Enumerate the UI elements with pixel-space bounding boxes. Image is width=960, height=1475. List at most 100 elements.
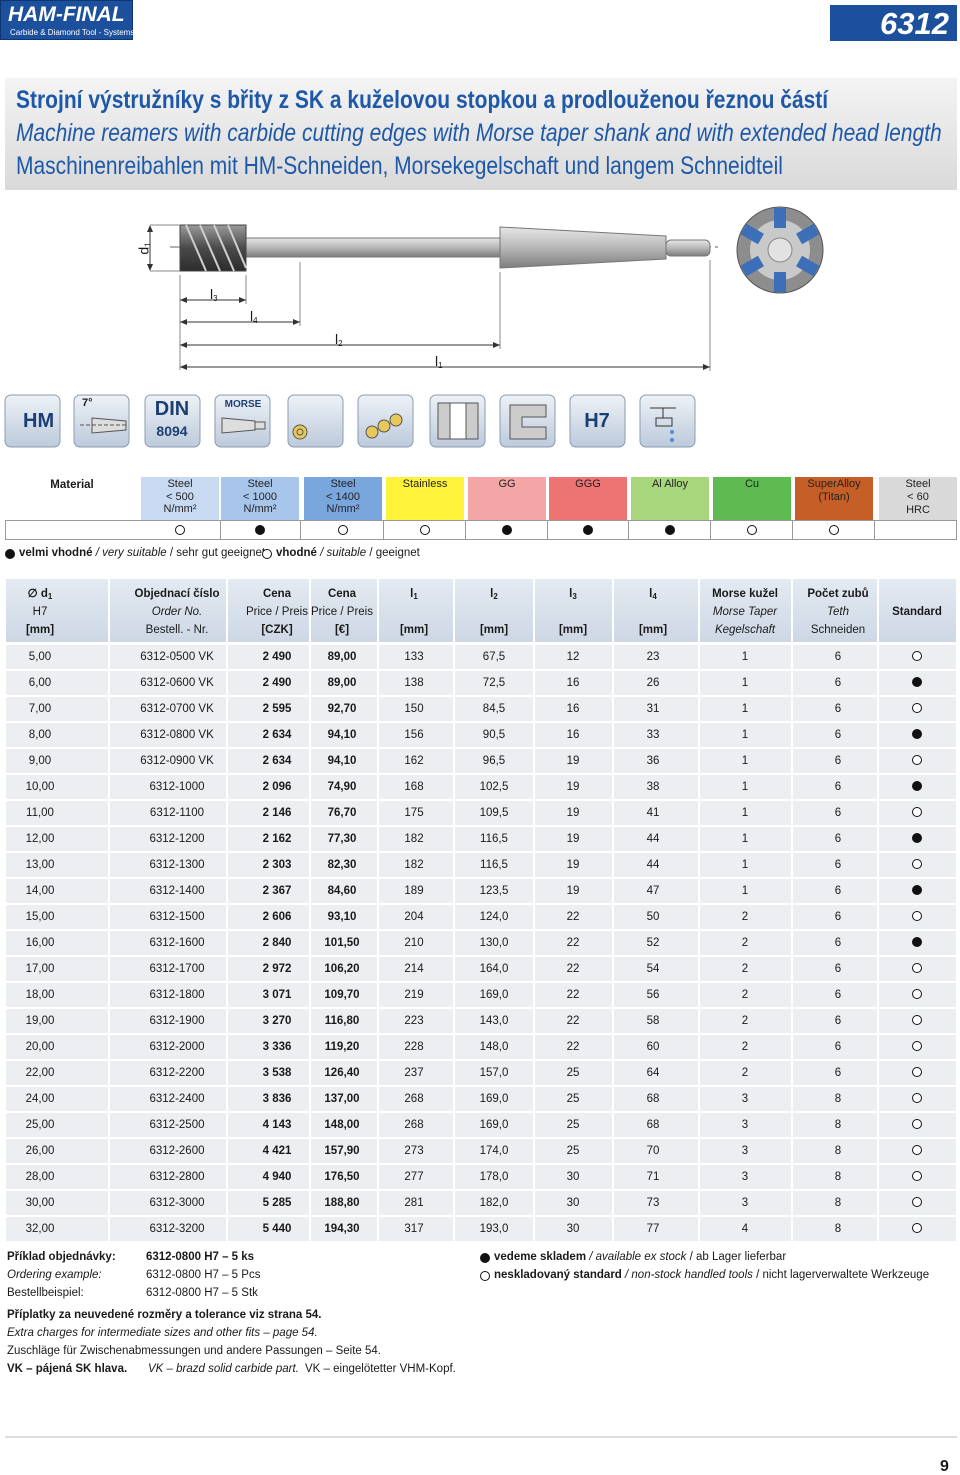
cell-text: 268 [404, 1119, 424, 1131]
table-cell [379, 1035, 453, 1059]
table-cell [310, 749, 377, 773]
table-cell [228, 775, 309, 799]
cell-text: 116,5 [480, 833, 508, 845]
material-separator [547, 520, 548, 540]
symbol-open [420, 525, 430, 535]
table-cell [534, 1217, 612, 1241]
header-text: [mm] [638, 624, 668, 636]
cell-text: 2 [741, 963, 749, 975]
table-cell [109, 1217, 226, 1241]
table-cell [6, 1113, 108, 1137]
cell-text: 54 [646, 963, 660, 975]
table-cell [614, 1087, 698, 1111]
table-cell [614, 775, 698, 799]
symbol-open [829, 525, 839, 535]
header-text: Objednací číslo [134, 588, 220, 600]
symbol-filled [912, 937, 922, 947]
table-cell [792, 1113, 877, 1137]
cell-text: 4 143 [262, 1119, 292, 1131]
table-cell [534, 905, 612, 929]
material-text: (Titan) [818, 490, 850, 503]
header-text: Bestell. - Nr. [145, 624, 209, 636]
header-text: Cena [262, 588, 292, 600]
table-cell [455, 671, 533, 695]
cell-text: 12 [566, 651, 580, 663]
cell-text: 3 071 [262, 989, 292, 1001]
table-cell [310, 1217, 377, 1241]
dimension-label-main: l [435, 353, 439, 369]
table-cell [109, 1009, 226, 1033]
symbol-filled [912, 729, 922, 739]
cell-text: 76,70 [327, 807, 357, 819]
header-text: l2 [490, 587, 498, 604]
vk-note: VK – pájená SK hlava. [7, 1363, 128, 1375]
cell-text: 277 [404, 1171, 424, 1183]
table-cell [792, 879, 877, 903]
cell-text: 6312-0500 VK [140, 651, 214, 663]
table-cell [310, 931, 377, 955]
material-cell [141, 477, 219, 520]
table-cell [792, 723, 877, 747]
legend-text: / available ex stock [586, 1251, 687, 1263]
table-cell [614, 1061, 698, 1085]
cell-text: 6312-2500 [149, 1119, 205, 1131]
cell-text: 22,00 [25, 1067, 55, 1079]
legend-text: / nicht lagerverwaltete Werkzeuge [752, 1269, 930, 1281]
end-view [736, 206, 824, 294]
cell-text: 2 490 [262, 677, 292, 689]
table-cell [310, 1061, 377, 1085]
table-cell [379, 1087, 453, 1111]
table-cell [310, 801, 377, 825]
order-value: 6312-0800 H7 – 5 ks [146, 1251, 255, 1263]
cell-text: 2 595 [262, 703, 292, 715]
table-cell [109, 1035, 226, 1059]
table-cell [614, 801, 698, 825]
cell-text: 3 336 [262, 1041, 292, 1053]
cell-text: 6312-0600 VK [140, 677, 214, 689]
table-cell [534, 1035, 612, 1059]
table-cell [109, 957, 226, 981]
header-cell [792, 579, 877, 642]
symbol-filled [255, 525, 265, 535]
cell-text: 137,00 [324, 1093, 360, 1105]
legend-text: / ab Lager lieferbar [686, 1251, 787, 1263]
table-cell [455, 775, 533, 799]
header-cell [109, 579, 226, 642]
title-cz: Strojní výstružníky s břity z SK a kužel… [16, 86, 829, 114]
table-cell [379, 1165, 453, 1189]
cell-text: 44 [646, 833, 660, 845]
tagline: Carbide & Diamond Tool - Systems [10, 28, 135, 37]
material-separator [300, 520, 301, 540]
table-cell [228, 1113, 309, 1137]
cell-text: 3 [741, 1197, 749, 1209]
cell-text: 77,30 [327, 833, 357, 845]
cell-text: 6 [834, 1067, 842, 1079]
table-cell [6, 827, 108, 851]
dimension-label-sub: 1 [438, 361, 443, 370]
table-cell [614, 879, 698, 903]
cell-text: 2 [741, 1015, 749, 1027]
cell-text: 3 270 [262, 1015, 292, 1027]
symbol-open [912, 1171, 922, 1181]
material-cell [386, 477, 464, 520]
table-cell [379, 697, 453, 721]
table-cell [455, 1113, 533, 1137]
header-cell [878, 579, 956, 642]
table-cell [614, 1113, 698, 1137]
catalog-code: 6312 [880, 6, 949, 41]
cell-text: 6 [834, 781, 842, 793]
header-text: Price / Preis [246, 606, 308, 618]
header-text: Schneiden [810, 624, 866, 636]
material-text: N/mm² [163, 503, 197, 515]
table-cell [310, 879, 377, 903]
cell-text: 71 [646, 1171, 660, 1183]
cell-text: 72,5 [482, 677, 506, 689]
cell-text: 8,00 [28, 729, 52, 741]
dimension-label-main: d [135, 246, 152, 255]
brand-box: HAM-FINAL Carbide & Diamond Tool - Syste… [0, 0, 135, 40]
cell-text: 182 [404, 859, 424, 871]
cell-text: 1 [741, 755, 749, 767]
table-cell [379, 1191, 453, 1215]
header-text: [mm] [25, 624, 55, 636]
cell-text: 182 [404, 833, 424, 845]
